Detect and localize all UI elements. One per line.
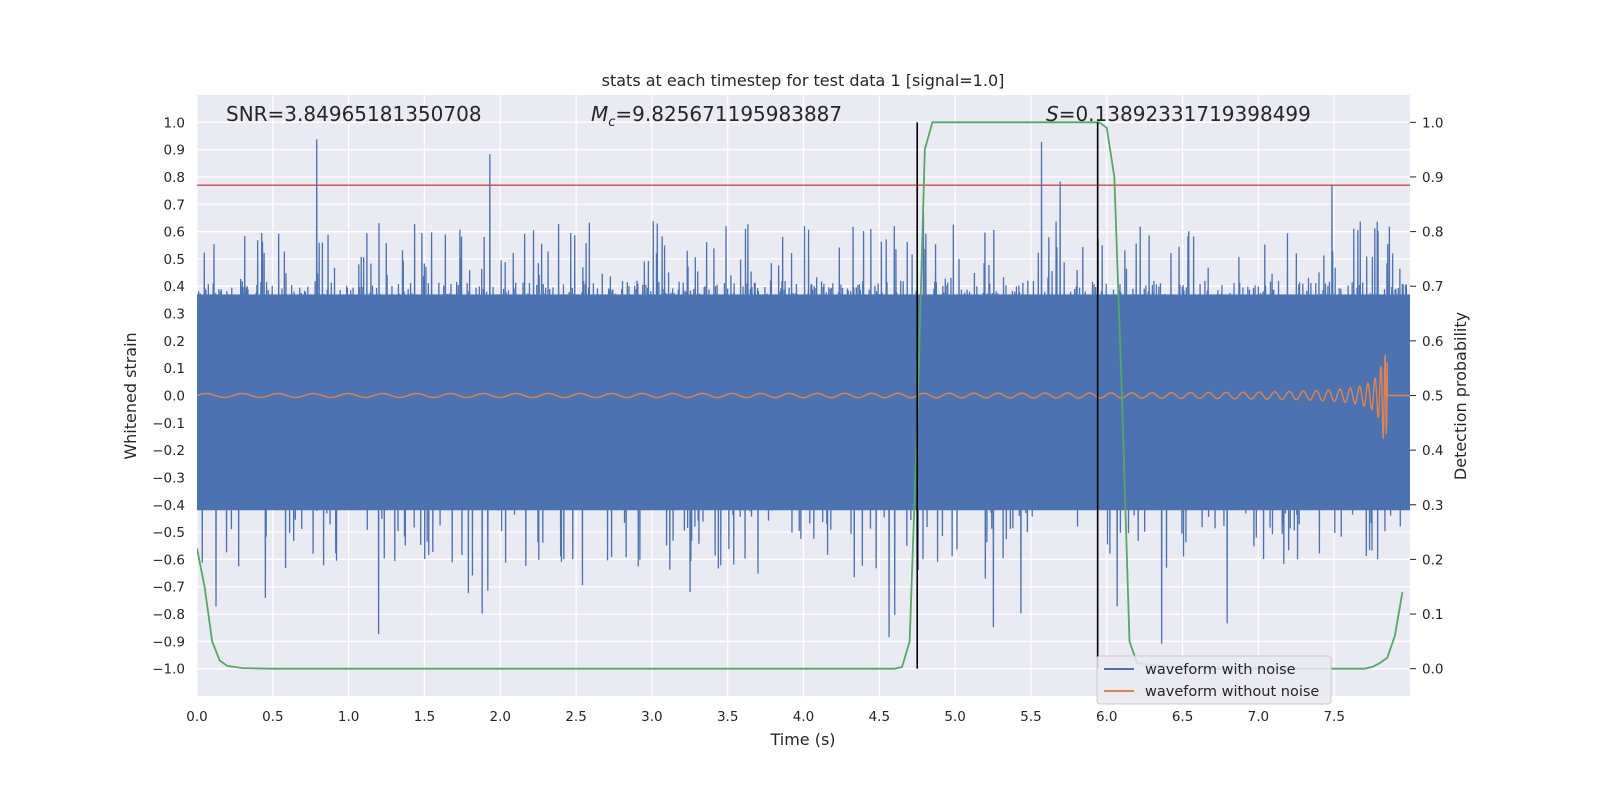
y-right-tick-label: 0.1 [1422, 607, 1443, 623]
series-waveform-without-noise [197, 354, 1410, 439]
y-tick-label: 0.3 [164, 307, 185, 323]
mc-subscript: c [608, 115, 615, 130]
x-axis-label: Time (s) [769, 730, 835, 749]
y-tick-label: −0.9 [152, 634, 185, 650]
y-tick-label: −0.5 [152, 525, 185, 541]
mc-symbol: M [591, 102, 608, 126]
y-tick-label: 0.4 [164, 279, 185, 295]
y-tick-label: 0.9 [164, 143, 185, 159]
x-tick-label: 3.0 [641, 709, 662, 725]
x-tick-label: 7.0 [1248, 709, 1269, 725]
y-axis-label: Whitened strain [121, 332, 140, 459]
x-tick-label: 4.0 [793, 709, 814, 725]
x-tick-label: 1.0 [338, 709, 359, 725]
y-right-tick-label: 0.0 [1422, 662, 1443, 678]
y-right-tick-label: 0.2 [1422, 552, 1443, 568]
mc-value: =9.825671195983887 [615, 102, 842, 126]
series-detection-probability [197, 121, 1404, 670]
x-tick-label: 1.5 [414, 709, 435, 725]
x-tick-label: 3.5 [717, 709, 738, 725]
x-tick-label: 2.5 [565, 709, 586, 725]
legend-box [1096, 655, 1332, 705]
y-tick-label: −0.2 [152, 443, 185, 459]
s-annotation: S=0.13892331719398499 [1046, 102, 1311, 126]
legend: waveform with noise waveform without noi… [1096, 655, 1332, 705]
y-right-tick-label: 0.6 [1422, 334, 1443, 350]
ticks-layer: 0.0 0.5 1.0 1.5 2.0 2.5 3.0 3.5 4.0 4.5 5.0 5.5 6.0 6… [152, 115, 1443, 725]
y-tick-label: 0.2 [164, 334, 185, 350]
x-tick-label: 0.5 [262, 709, 283, 725]
y-tick-label: 0.8 [164, 170, 185, 186]
y-right-tick-label: 0.3 [1422, 498, 1443, 514]
y-tick-label: −0.8 [152, 607, 185, 623]
y-tick-label: −0.7 [152, 580, 185, 596]
y-right-tick-label: 0.5 [1422, 389, 1443, 405]
y-axis-right-label: Detection probability [1451, 312, 1470, 480]
y-tick-label: 0.0 [164, 389, 185, 405]
x-tick-label: 4.5 [869, 709, 890, 725]
series-waveform-with-noise-core [197, 294, 1410, 511]
x-tick-label: 0.0 [186, 709, 207, 725]
y-tick-label: −0.3 [152, 470, 185, 486]
y-tick-label: 0.1 [164, 361, 185, 377]
x-tick-label: 7.5 [1323, 709, 1344, 725]
y-right-tick-label: 1.0 [1422, 115, 1443, 131]
x-tick-label: 5.5 [1020, 709, 1041, 725]
x-tick-label: 6.0 [1096, 709, 1117, 725]
s-symbol: S [1046, 102, 1059, 126]
y-right-tick-label: 0.8 [1422, 225, 1443, 241]
y-tick-label: −0.1 [152, 416, 185, 432]
s-value: =0.13892331719398499 [1059, 102, 1311, 126]
y-tick-label: 1.0 [164, 115, 185, 131]
y-tick-label: 0.7 [164, 197, 185, 213]
y-tick-label: 0.5 [164, 252, 185, 268]
x-tick-label: 2.0 [490, 709, 511, 725]
y-tick-label: 0.6 [164, 225, 185, 241]
x-tick-label: 5.0 [944, 709, 965, 725]
y-tick-label: −0.4 [152, 498, 185, 514]
mc-annotation: Mc=9.825671195983887 [591, 102, 842, 130]
data-layer [197, 121, 1410, 670]
y-tick-label: −1.0 [152, 662, 185, 678]
legend-label-noise: waveform with noise [1145, 662, 1296, 678]
x-tick-label: 6.5 [1172, 709, 1193, 725]
y-tick-label: −0.6 [152, 552, 185, 568]
legend-label-clean: waveform without noise [1145, 684, 1319, 700]
y-right-tick-label: 0.7 [1422, 279, 1443, 295]
snr-annotation: SNR=3.84965181350708 [226, 102, 482, 126]
y-right-tick-label: 0.4 [1422, 443, 1443, 459]
y-right-tick-label: 0.9 [1422, 170, 1443, 186]
chart-title: stats at each timestep for test data 1 [… [602, 71, 1005, 90]
